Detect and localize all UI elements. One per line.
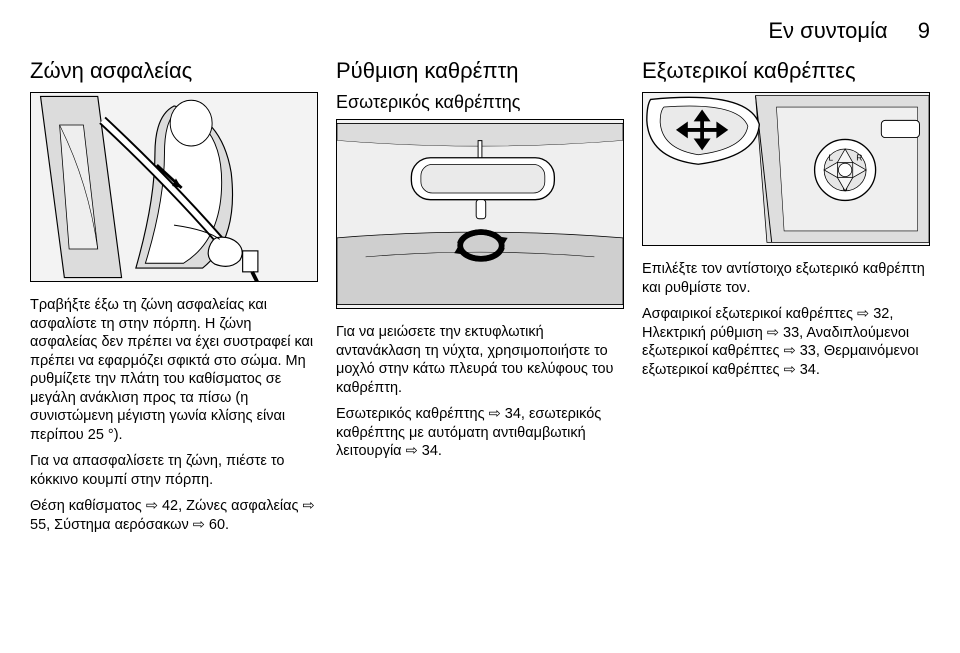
col1-body: Τραβήξτε έξω τη ζώνη ασφαλείας και ασφαλ… <box>30 296 318 543</box>
col2-p2: Εσωτερικός καθρέπτης ⇨ 34, εσωτερικός κα… <box>336 405 624 461</box>
col2-title: Ρύθμιση καθρέπτη <box>336 58 624 86</box>
col3-p1: Επιλέξτε τον αντίστοιχο εξωτερικό καθρέπ… <box>642 260 930 297</box>
col3-title: Εξωτερικοί καθρέπτες <box>642 58 930 86</box>
seatbelt-illustration <box>30 92 318 282</box>
column-seatbelt: Ζώνη ασφαλείας <box>30 58 318 543</box>
col2-p1: Για να μειώσετε την εκτυφλωτική αντανάκλ… <box>336 323 624 397</box>
section-title: Εν συντομία <box>768 18 887 43</box>
column-interior-mirror: Ρύθμιση καθρέπτη Εσωτερικός καθρέπτης <box>336 58 624 543</box>
svg-text:R: R <box>856 152 862 162</box>
content-columns: Ζώνη ασφαλείας <box>30 58 930 543</box>
col3-p2: Ασφαιρικοί εξωτερικοί καθρέπτες ⇨ 32, Ηλ… <box>642 305 930 379</box>
col1-p3: Θέση καθίσματος ⇨ 42, Ζώνες ασφαλείας ⇨ … <box>30 497 318 534</box>
col2-subtitle: Εσωτερικός καθρέπτης <box>336 92 624 113</box>
page-number: 9 <box>918 18 930 43</box>
col2-body: Για να μειώσετε την εκτυφλωτική αντανάκλ… <box>336 323 624 469</box>
col1-title: Ζώνη ασφαλείας <box>30 58 318 86</box>
col1-p2: Για να απασφαλίσετε τη ζώνη, πιέστε το κ… <box>30 452 318 489</box>
exterior-mirror-illustration: L R o <box>642 92 930 246</box>
interior-mirror-illustration <box>336 119 624 309</box>
col1-p1: Τραβήξτε έξω τη ζώνη ασφαλείας και ασφαλ… <box>30 296 318 444</box>
svg-text:L: L <box>828 152 833 162</box>
column-exterior-mirrors: Εξωτερικοί καθρέπτες <box>642 58 930 543</box>
page-header: Εν συντομία 9 <box>30 18 930 44</box>
col3-body: Επιλέξτε τον αντίστοιχο εξωτερικό καθρέπ… <box>642 260 930 387</box>
